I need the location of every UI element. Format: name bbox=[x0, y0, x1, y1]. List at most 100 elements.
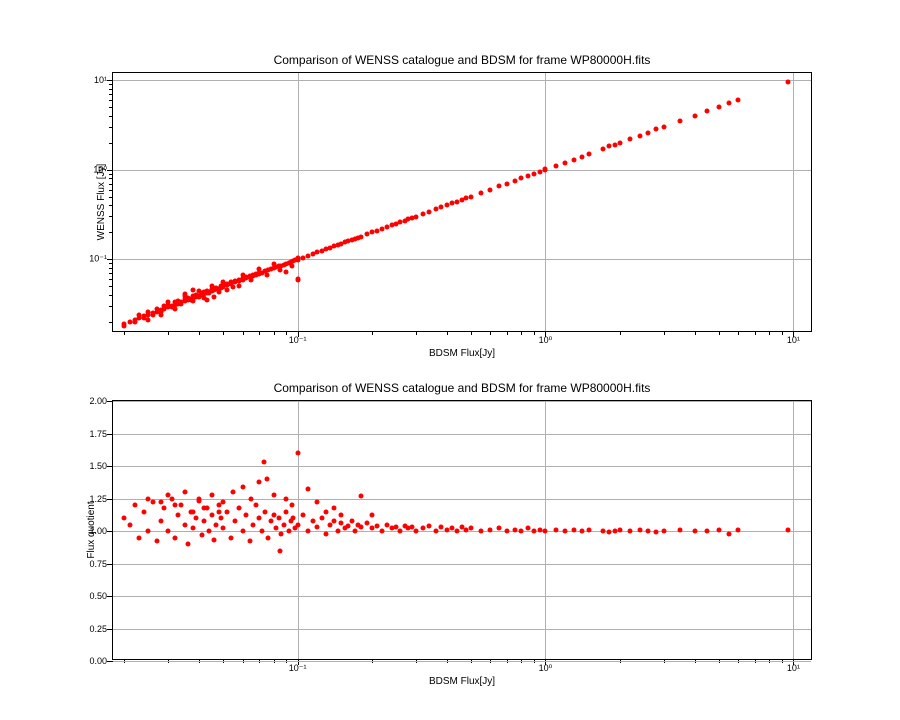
y-minor-tick bbox=[109, 107, 113, 108]
data-point bbox=[497, 526, 502, 531]
data-point bbox=[532, 529, 537, 534]
data-point bbox=[339, 513, 344, 518]
data-point bbox=[240, 273, 245, 278]
gridline bbox=[113, 629, 811, 630]
x-minor-tick bbox=[372, 331, 373, 335]
y-tick-label: 1.25 bbox=[89, 494, 107, 504]
y-minor-tick bbox=[109, 306, 113, 307]
data-point bbox=[231, 490, 236, 495]
x-tick-label: 10⁰ bbox=[539, 663, 553, 674]
data-point bbox=[236, 284, 241, 289]
data-point bbox=[346, 523, 351, 528]
data-point bbox=[375, 523, 380, 528]
data-point bbox=[618, 140, 623, 145]
x-minor-tick bbox=[274, 331, 275, 335]
data-point bbox=[455, 529, 460, 534]
x-minor-tick bbox=[695, 331, 696, 335]
gridline bbox=[113, 596, 811, 597]
data-point bbox=[654, 127, 659, 132]
data-point bbox=[191, 526, 196, 531]
top-chart-title: Comparison of WENSS catalogue and BDSM f… bbox=[113, 53, 811, 67]
data-point bbox=[339, 521, 344, 526]
data-point bbox=[274, 526, 279, 531]
y-tick bbox=[107, 564, 113, 565]
data-point bbox=[169, 496, 174, 501]
y-minor-tick bbox=[109, 295, 113, 296]
y-minor-tick bbox=[109, 89, 113, 90]
data-point bbox=[214, 522, 219, 527]
data-point bbox=[295, 278, 300, 283]
data-point bbox=[587, 152, 592, 157]
x-minor-tick bbox=[738, 331, 739, 335]
data-point bbox=[315, 525, 320, 530]
gridline bbox=[113, 259, 811, 260]
x-minor-tick bbox=[168, 331, 169, 335]
data-point bbox=[519, 176, 524, 181]
data-point bbox=[137, 535, 142, 540]
data-point bbox=[284, 509, 289, 514]
data-point bbox=[220, 280, 225, 285]
data-point bbox=[413, 214, 418, 219]
y-tick bbox=[107, 80, 113, 81]
data-point bbox=[305, 487, 310, 492]
data-point bbox=[433, 529, 438, 534]
x-tick-label: 10⁻¹ bbox=[289, 663, 307, 674]
top-chart: Comparison of WENSS catalogue and BDSM f… bbox=[112, 72, 812, 332]
y-tick bbox=[107, 531, 113, 532]
data-point bbox=[146, 529, 151, 534]
y-minor-tick bbox=[109, 286, 113, 287]
data-point bbox=[257, 479, 262, 484]
data-point bbox=[637, 133, 642, 138]
data-point bbox=[146, 496, 151, 501]
data-point bbox=[240, 529, 245, 534]
data-point bbox=[600, 147, 605, 152]
y-minor-tick bbox=[109, 184, 113, 185]
top-chart-xlabel: BDSM Flux[Jy] bbox=[113, 348, 811, 359]
y-tick bbox=[107, 661, 113, 662]
data-point bbox=[323, 531, 328, 536]
data-point bbox=[172, 306, 177, 311]
x-tick-label: 10¹ bbox=[787, 663, 800, 673]
data-point bbox=[216, 509, 221, 514]
data-point bbox=[736, 527, 741, 532]
x-minor-tick bbox=[769, 331, 770, 335]
data-point bbox=[331, 518, 336, 523]
data-point bbox=[212, 538, 217, 543]
x-minor-tick bbox=[259, 331, 260, 335]
data-point bbox=[141, 509, 146, 514]
data-point bbox=[606, 530, 611, 535]
y-minor-tick bbox=[109, 174, 113, 175]
y-tick-label: 1.50 bbox=[89, 461, 107, 471]
gridline bbox=[113, 564, 811, 565]
data-point bbox=[185, 542, 190, 547]
data-point bbox=[202, 505, 207, 510]
data-point bbox=[154, 539, 159, 544]
data-point bbox=[537, 527, 542, 532]
data-point bbox=[398, 529, 403, 534]
data-point bbox=[233, 518, 238, 523]
data-point bbox=[204, 298, 209, 303]
data-point bbox=[519, 529, 524, 534]
y-tick-label: 10¹ bbox=[94, 75, 107, 85]
data-point bbox=[231, 284, 236, 289]
data-point bbox=[132, 319, 137, 324]
data-point bbox=[264, 272, 269, 277]
data-point bbox=[250, 522, 255, 527]
data-point bbox=[678, 527, 683, 532]
y-minor-tick bbox=[109, 178, 113, 179]
y-minor-tick bbox=[109, 268, 113, 269]
data-point bbox=[358, 525, 363, 530]
data-point bbox=[439, 205, 444, 210]
x-minor-tick bbox=[471, 331, 472, 335]
data-point bbox=[271, 492, 276, 497]
data-point bbox=[380, 529, 385, 534]
data-point bbox=[212, 294, 217, 299]
y-tick bbox=[107, 466, 113, 467]
data-point bbox=[191, 509, 196, 514]
data-point bbox=[244, 513, 249, 518]
data-point bbox=[278, 548, 283, 553]
x-minor-tick bbox=[507, 331, 508, 335]
data-point bbox=[606, 144, 611, 149]
data-point bbox=[158, 518, 163, 523]
y-tick bbox=[107, 401, 113, 402]
